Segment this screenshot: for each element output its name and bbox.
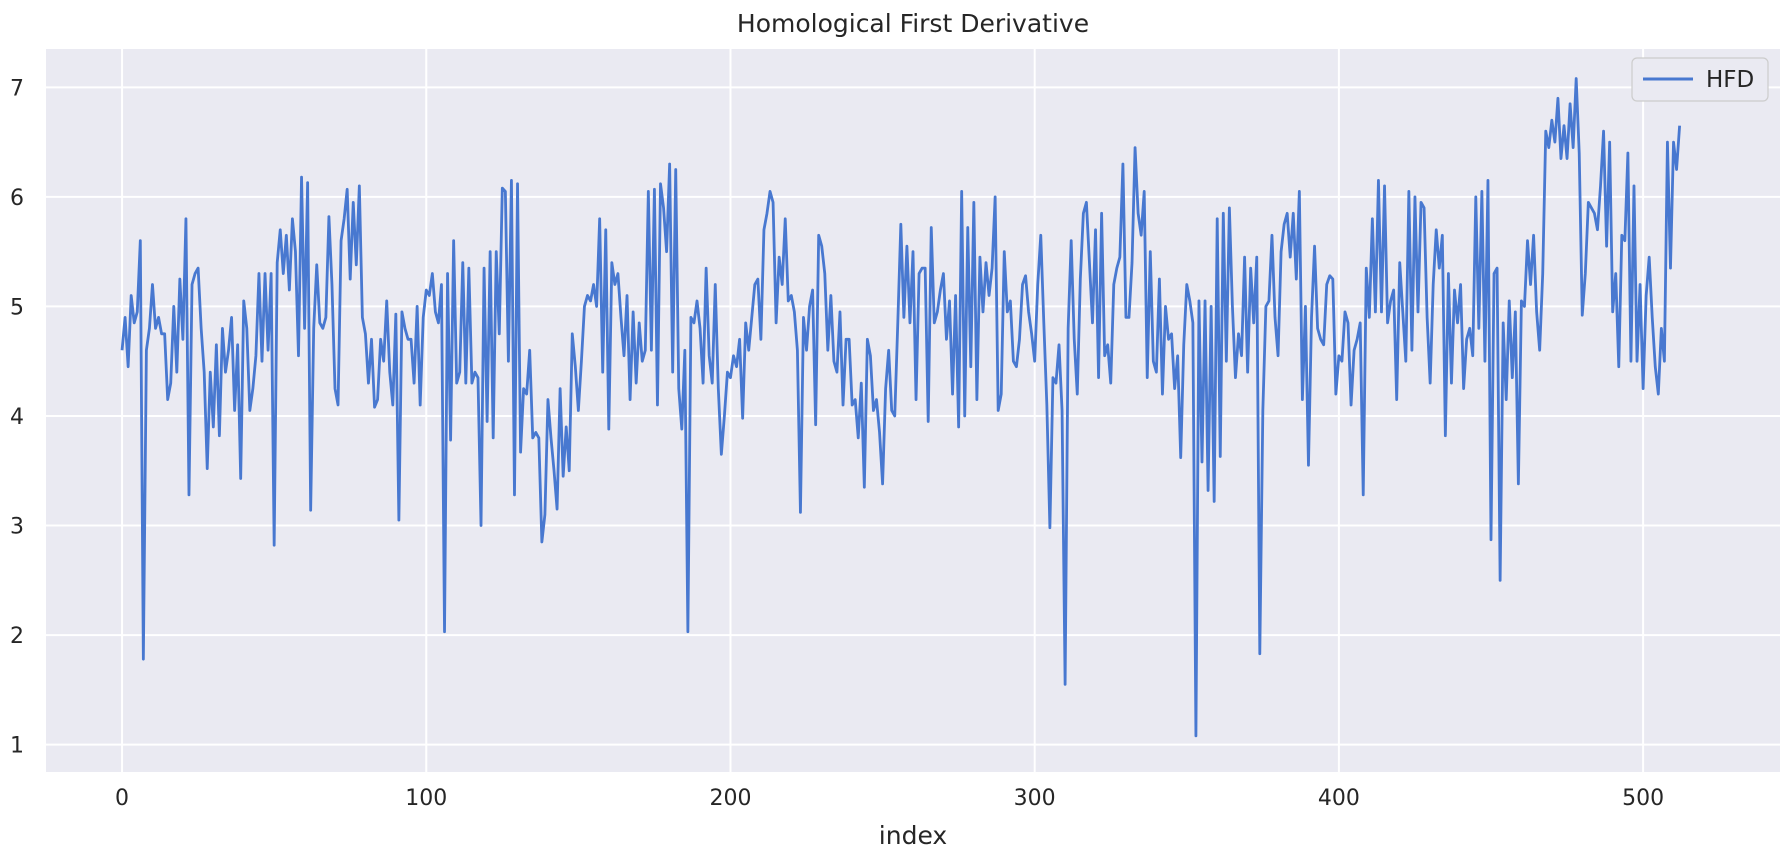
legend-label-hfd: HFD xyxy=(1706,67,1754,93)
series-line-hfd xyxy=(120,77,1682,738)
legend: HFD xyxy=(1631,57,1769,102)
y-tick-label: 2 xyxy=(10,624,24,649)
y-tick-label: 6 xyxy=(10,186,24,211)
x-tick-label: 0 xyxy=(115,786,129,811)
x-axis-label: index xyxy=(879,821,947,850)
legend-box xyxy=(1631,57,1769,102)
x-tick-label: 300 xyxy=(1014,786,1056,811)
y-tick-label: 4 xyxy=(10,405,24,430)
tick-labels: 0 100 200 300 400 500 1 2 3 4 5 6 7 xyxy=(10,76,1664,811)
y-tick-label: 5 xyxy=(10,295,24,320)
y-tick-label: 1 xyxy=(10,734,24,759)
chart-title: Homological First Derivative xyxy=(737,9,1089,38)
x-tick-label: 500 xyxy=(1622,786,1664,811)
x-tick-label: 200 xyxy=(709,786,751,811)
y-tick-label: 3 xyxy=(10,515,24,540)
x-tick-label: 100 xyxy=(405,786,447,811)
series-layer xyxy=(120,77,1682,738)
x-tick-label: 400 xyxy=(1318,786,1360,811)
y-tick-label: 7 xyxy=(10,76,24,101)
